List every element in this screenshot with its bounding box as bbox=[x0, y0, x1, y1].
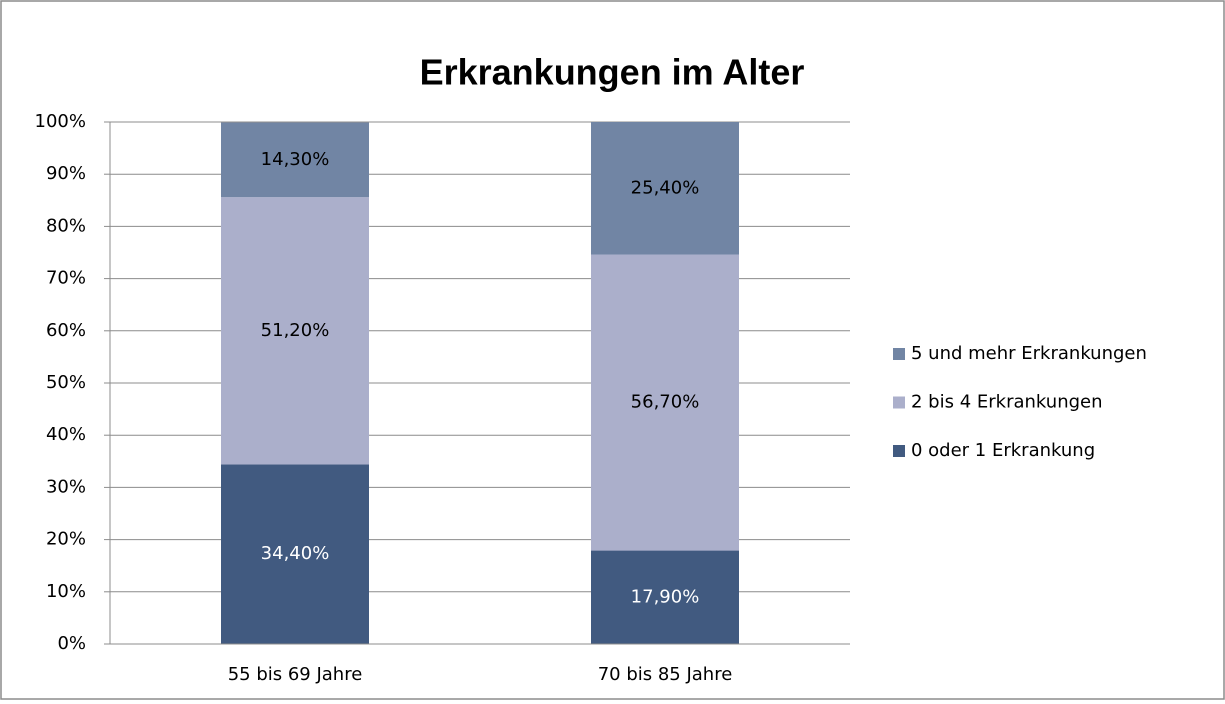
y-tick-label: 10% bbox=[46, 581, 86, 602]
x-tick-label: 55 bis 69 Jahre bbox=[228, 664, 363, 685]
bar-segment bbox=[221, 197, 369, 465]
y-tick-label: 50% bbox=[46, 372, 86, 393]
y-tick-label: 80% bbox=[46, 215, 86, 236]
legend-label: 2 bis 4 Erkrankungen bbox=[911, 392, 1103, 413]
chart-title: Erkrankungen im Alter bbox=[420, 52, 805, 93]
data-label: 17,90% bbox=[631, 586, 700, 607]
y-tick-label: 70% bbox=[46, 268, 86, 289]
legend-swatch bbox=[893, 445, 905, 457]
bar-segment bbox=[591, 122, 739, 255]
data-label: 56,70% bbox=[631, 392, 700, 413]
data-label: 25,40% bbox=[631, 177, 700, 198]
bar-segment bbox=[221, 464, 369, 644]
legend-swatch bbox=[893, 348, 905, 360]
y-tick-label: 30% bbox=[46, 476, 86, 497]
y-tick-label: 40% bbox=[46, 424, 86, 445]
bar-segment bbox=[591, 254, 739, 551]
y-tick-label: 20% bbox=[46, 529, 86, 550]
legend-label: 0 oder 1 Erkrankung bbox=[911, 440, 1095, 461]
x-tick-label: 70 bis 85 Jahre bbox=[598, 664, 733, 685]
legend-swatch bbox=[893, 396, 905, 409]
y-tick-label: 0% bbox=[57, 633, 86, 654]
y-tick-label: 100% bbox=[35, 111, 86, 132]
y-tick-label: 90% bbox=[46, 163, 86, 184]
y-tick-label: 60% bbox=[46, 320, 86, 341]
data-label: 34,40% bbox=[261, 543, 330, 564]
legend-label: 5 und mehr Erkrankungen bbox=[911, 343, 1147, 364]
bar-segment bbox=[591, 550, 739, 644]
data-label: 51,20% bbox=[261, 320, 330, 341]
bar-segment bbox=[221, 122, 369, 198]
data-label: 14,30% bbox=[261, 149, 330, 170]
